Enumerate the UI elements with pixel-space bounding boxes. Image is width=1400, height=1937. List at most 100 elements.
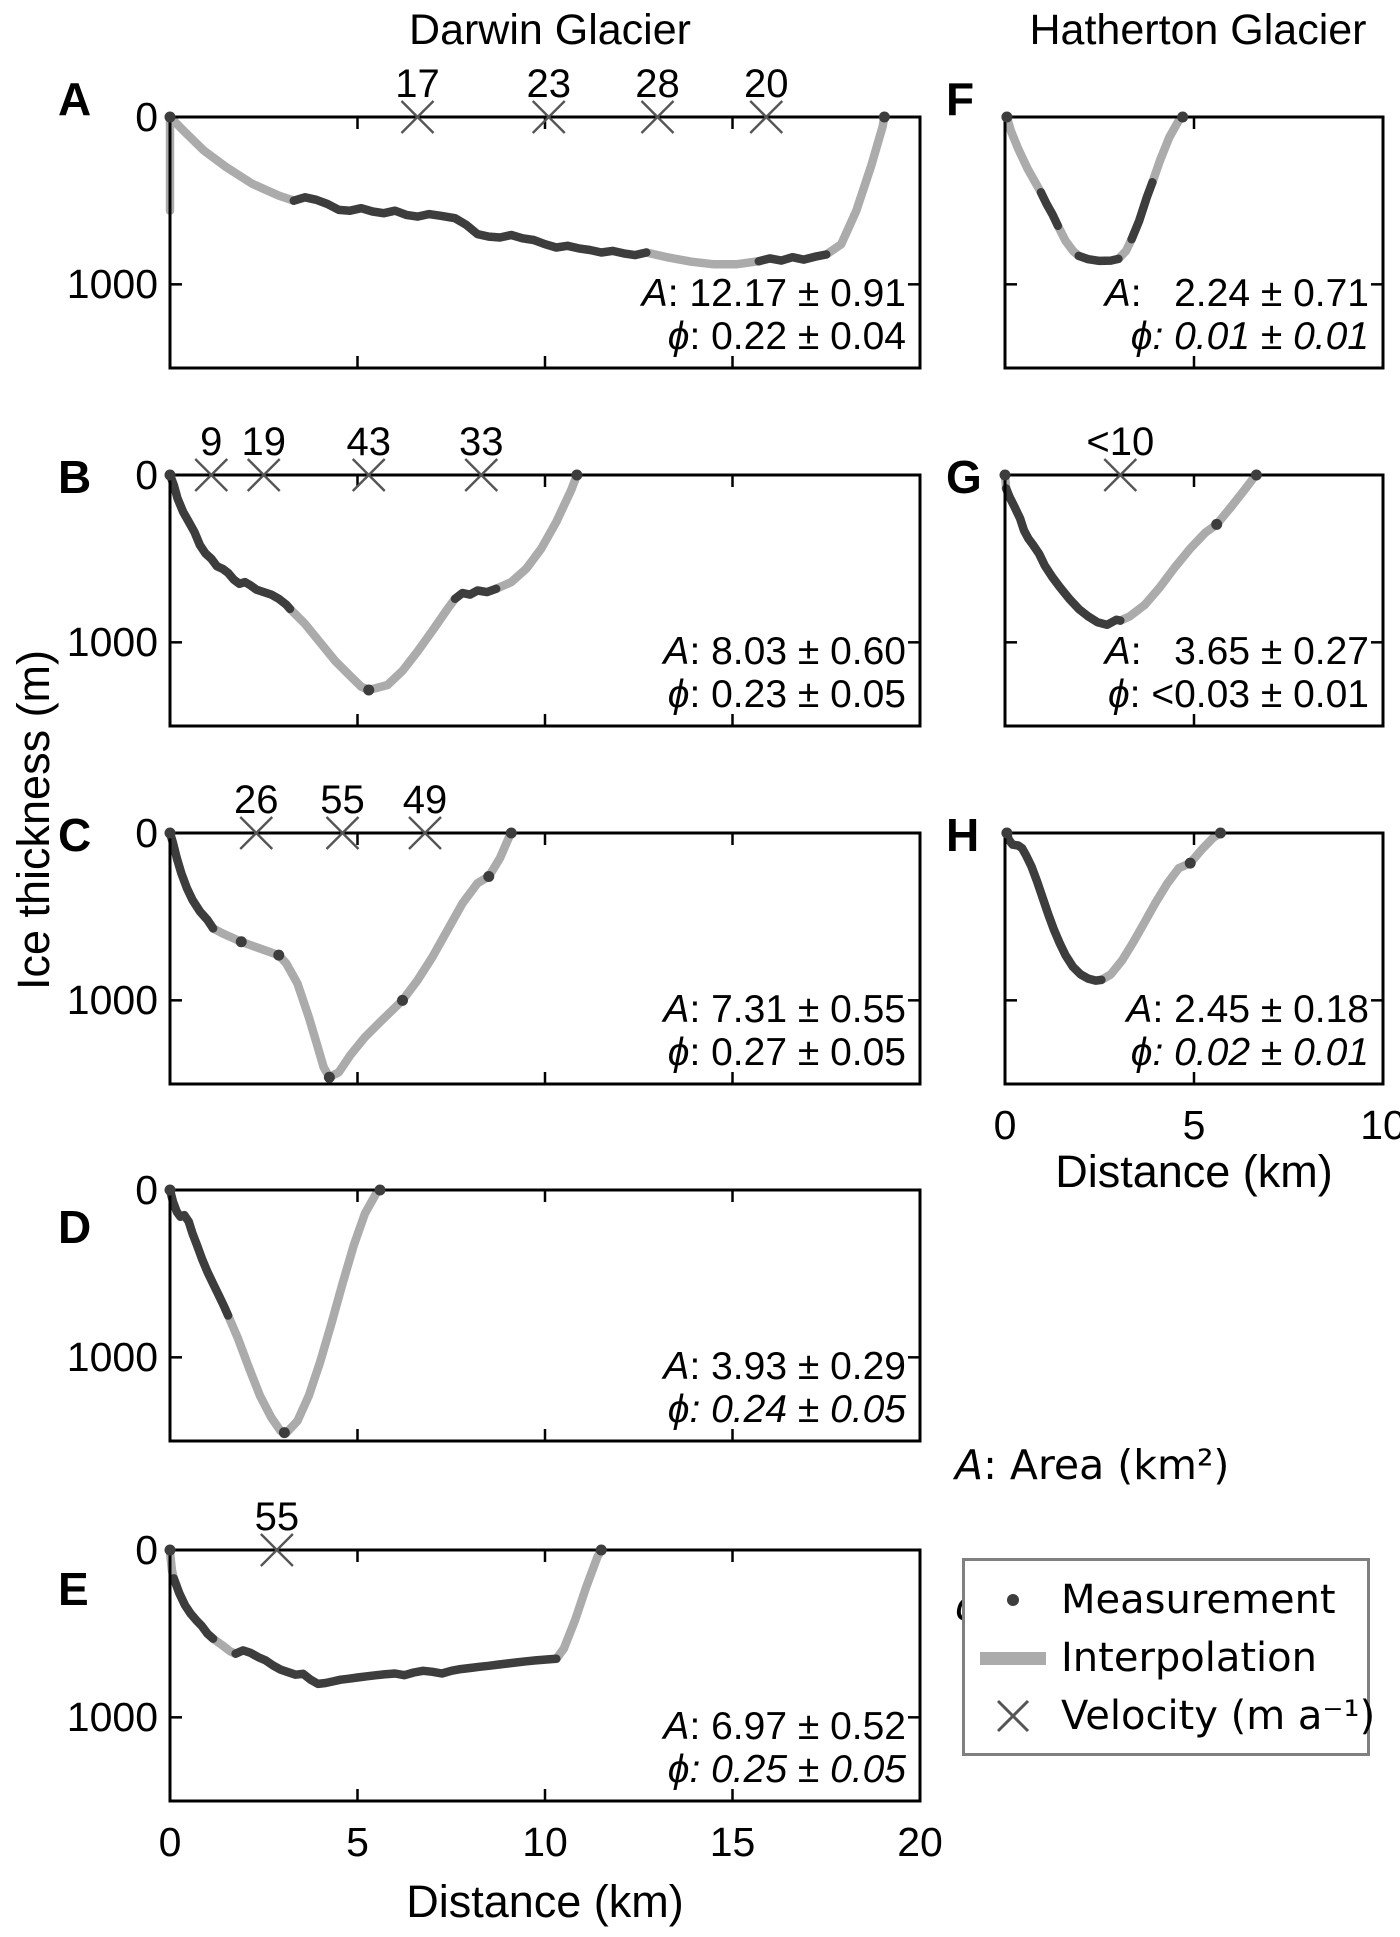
area-symbol: A bbox=[1104, 272, 1131, 315]
measurement-dot bbox=[878, 111, 890, 123]
measurement-segment bbox=[1001, 484, 1125, 630]
legend-row-measurement: Measurement bbox=[965, 1575, 1367, 1625]
area-value: : 12.17 ± 0.91 bbox=[667, 272, 906, 315]
measurement-dot bbox=[1211, 518, 1223, 530]
velocity-x-icon bbox=[531, 100, 566, 134]
measurement-dot bbox=[1250, 469, 1262, 481]
annotation-H: A: 2.45 ± 0.18 ϕ: 0.02 ± 0.01 bbox=[1005, 988, 1369, 1074]
velocity-x-icon bbox=[351, 458, 386, 492]
annotation-area: A: 2.24 ± 0.71 bbox=[1005, 272, 1369, 315]
annotation-area: A: 3.93 ± 0.29 bbox=[170, 1345, 906, 1388]
measurement-segment bbox=[165, 1185, 233, 1320]
measurement-dot bbox=[164, 469, 176, 481]
ytick-label-1000: 1000 bbox=[66, 1694, 158, 1741]
panel-G: <10 bbox=[959, 415, 1400, 766]
velocity-x-icon bbox=[408, 816, 442, 850]
flux-value: : <0.03 ± 0.01 bbox=[1129, 673, 1369, 716]
annotation-E: A: 6.97 ± 0.52 ϕ: 0.25 ± 0.05 bbox=[170, 1705, 906, 1791]
annotation-flux: ϕ: 0.23 ± 0.05 bbox=[170, 673, 906, 716]
measurement-segment bbox=[289, 193, 651, 260]
measurement-dot bbox=[323, 1071, 335, 1083]
measurement-dot bbox=[273, 949, 285, 961]
interpolation-segment bbox=[1116, 470, 1261, 625]
annotation-area: A: 12.17 ± 0.91 bbox=[170, 272, 906, 315]
ytick-label-0: 0 bbox=[135, 94, 158, 140]
measurement-segment bbox=[1127, 178, 1157, 244]
key-area-line: A: Area (km²) bbox=[955, 1442, 1359, 1489]
panel-label-A: A bbox=[58, 73, 92, 125]
area-value: : 6.97 ± 0.52 bbox=[689, 1705, 906, 1748]
velocity-x-icon bbox=[640, 100, 675, 134]
measurement-dot bbox=[571, 469, 583, 481]
velocity-value: 19 bbox=[242, 420, 287, 464]
xtick-label: 0 bbox=[993, 1102, 1017, 1148]
annotation-flux: ϕ: 0.01 ± 0.01 bbox=[1005, 315, 1369, 358]
measurement-dot bbox=[1001, 111, 1013, 123]
panel-label-D: D bbox=[58, 1201, 92, 1253]
key-area-symbol: A bbox=[955, 1441, 984, 1489]
flux-value: : 0.25 ± 0.05 bbox=[689, 1748, 906, 1791]
interpolation-line-icon bbox=[965, 1651, 1061, 1665]
panel-B-plot: 9 19 43 33 bbox=[164, 420, 922, 728]
measurement-dot bbox=[397, 994, 408, 1006]
key-area-text: : Area (km²) bbox=[983, 1441, 1230, 1489]
velocity-x-icon bbox=[239, 816, 274, 850]
measurement-dot bbox=[164, 827, 176, 839]
flux-symbol: ϕ bbox=[667, 1748, 690, 1791]
velocity-value: 26 bbox=[234, 778, 279, 822]
panel-label-C: C bbox=[58, 809, 92, 861]
interpolation-segment bbox=[642, 248, 764, 269]
panel-label-H: H bbox=[946, 809, 980, 861]
annotation-C: A: 7.31 ± 0.55 ϕ: 0.27 ± 0.05 bbox=[170, 988, 906, 1074]
velocity-value: 28 bbox=[635, 62, 680, 106]
measurement-segment bbox=[231, 1646, 561, 1689]
panel-C: 26 55 49 bbox=[124, 773, 966, 1124]
measurement-segment bbox=[165, 828, 218, 933]
legend-measurement-label: Measurement bbox=[1061, 1577, 1336, 1623]
legend-interpolation-label: Interpolation bbox=[1061, 1635, 1317, 1681]
annotation-area: A: 2.45 ± 0.18 bbox=[1005, 988, 1369, 1031]
panel-label-E: E bbox=[58, 1563, 89, 1615]
flux-symbol: ϕ bbox=[1130, 315, 1153, 358]
area-symbol: A bbox=[663, 630, 690, 673]
ytick-label-1000: 1000 bbox=[66, 1334, 158, 1381]
measurement-dot bbox=[1214, 827, 1226, 839]
measurement-dot bbox=[1001, 827, 1013, 839]
ytick-label-1000: 1000 bbox=[66, 619, 158, 666]
flux-value: : 0.23 ± 0.05 bbox=[689, 673, 906, 716]
area-symbol: A bbox=[1126, 988, 1153, 1031]
annotation-flux: ϕ: 0.24 ± 0.05 bbox=[170, 1388, 906, 1431]
measurement-dot bbox=[999, 469, 1011, 481]
velocity-x-icon bbox=[194, 458, 229, 492]
area-symbol: A bbox=[1104, 630, 1131, 673]
panel-label-F: F bbox=[946, 73, 975, 125]
measurement-segment bbox=[754, 250, 831, 266]
panel-label-G: G bbox=[946, 451, 982, 503]
measurement-dot bbox=[374, 1184, 386, 1196]
velocity-cross-icon bbox=[965, 1694, 1061, 1738]
velocity-value: 55 bbox=[255, 1495, 300, 1539]
interpolation-segment bbox=[822, 112, 889, 259]
interpolation-segment bbox=[1002, 112, 1046, 197]
panel-F-plot bbox=[1001, 111, 1385, 370]
flux-symbol: ϕ bbox=[1130, 1031, 1153, 1074]
velocity-value: 43 bbox=[347, 420, 392, 464]
velocity-value: 49 bbox=[403, 778, 448, 822]
darwin-title: Darwin Glacier bbox=[409, 6, 691, 54]
legend-velocity-label: Velocity (m a⁻¹) bbox=[1061, 1693, 1376, 1739]
panel-B: 9 19 43 33 bbox=[124, 415, 966, 766]
flux-symbol: ϕ bbox=[1107, 673, 1130, 716]
velocity-x-icon bbox=[246, 458, 281, 492]
flux-value: : 0.24 ± 0.05 bbox=[689, 1388, 906, 1431]
flux-value: : 0.27 ± 0.05 bbox=[689, 1031, 906, 1074]
xtick-label: 10 bbox=[522, 1819, 568, 1865]
interpolation-segment bbox=[552, 1545, 606, 1664]
flux-value: : 0.02 ± 0.01 bbox=[1152, 1031, 1369, 1074]
flux-value: : 0.01 ± 0.01 bbox=[1152, 315, 1369, 358]
velocity-x-icon bbox=[325, 816, 360, 850]
xtick-label: 10 bbox=[1360, 1102, 1400, 1148]
measurement-dot bbox=[164, 1544, 176, 1556]
measurement-dot bbox=[235, 936, 247, 948]
panel-E: 55 bbox=[124, 1490, 966, 1841]
measurement-segment bbox=[1036, 188, 1063, 231]
